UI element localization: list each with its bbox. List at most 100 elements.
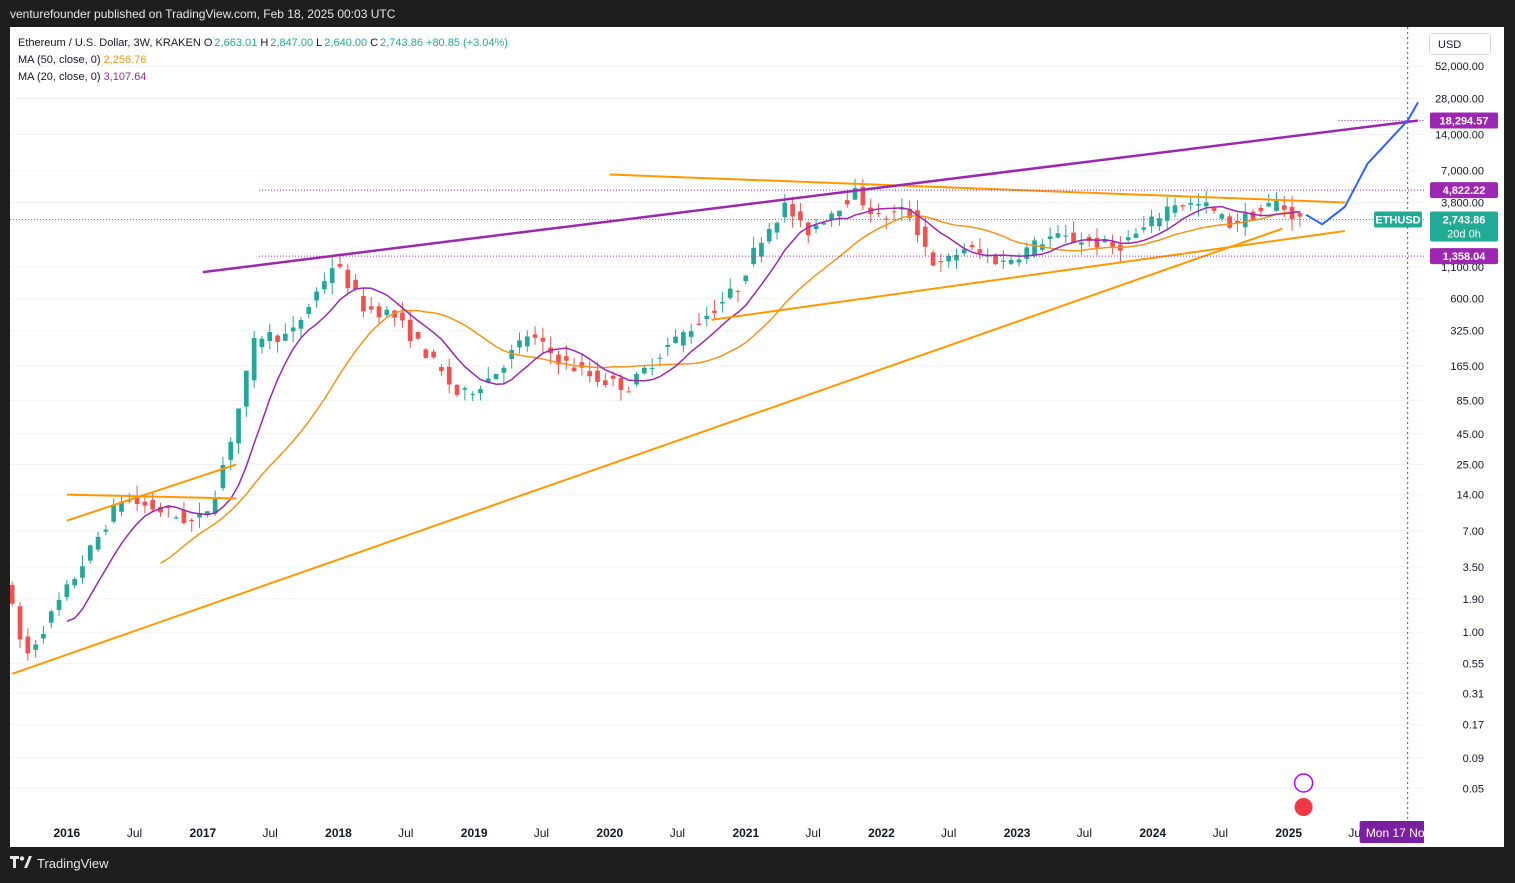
chart-legend: Ethereum / U.S. Dollar, 3W, KRAKEN O 2,66…: [18, 35, 508, 86]
candle-body: [251, 337, 257, 381]
candle-body: [1180, 205, 1186, 207]
close-value: 2,743.86: [380, 37, 423, 49]
symbol-tag-bg: [1374, 211, 1422, 228]
candle-body: [1274, 201, 1279, 211]
candle-body: [634, 374, 639, 385]
symbol-title[interactable]: Ethereum / U.S. Dollar, 3W, KRAKEN: [18, 37, 201, 49]
candle-body: [368, 306, 374, 310]
candle-body: [720, 301, 725, 304]
candle-body: [798, 211, 803, 221]
candle-body: [345, 269, 351, 289]
candle-body: [626, 391, 632, 393]
candle-body: [244, 370, 249, 407]
price-tick-label: 45.00: [1456, 429, 1484, 441]
candle-body: [602, 380, 608, 386]
candle-body: [423, 349, 429, 359]
candle-body: [735, 291, 741, 293]
time-axis[interactable]: 2016 Jul 2017 Jul 2018 Jul 2019 Jul 2020 Jul 2021 J…: [10, 819, 1424, 847]
candle-body: [665, 344, 671, 347]
time-tick-label: Jul: [805, 826, 820, 840]
candle-body: [782, 202, 788, 218]
time-tick-label: 2022: [868, 826, 895, 840]
candle-body: [852, 187, 858, 200]
candle-body: [1063, 235, 1069, 237]
candle-body: [1157, 218, 1162, 227]
candle-body: [540, 337, 546, 342]
time-tick-label: Jul: [670, 826, 685, 840]
candle-body: [314, 291, 319, 301]
candle-body: [1203, 202, 1209, 207]
candle-body: [1227, 216, 1232, 228]
candle-body: [267, 332, 273, 341]
candle-body: [1024, 247, 1030, 259]
candle-body: [1102, 239, 1108, 243]
price-tick-label: 7.00: [1463, 526, 1484, 538]
candle-body: [712, 310, 717, 313]
time-tick-label: 2016: [54, 826, 81, 840]
candle-body: [1079, 242, 1084, 245]
candle-body: [1000, 260, 1006, 262]
candle-body: [493, 373, 499, 380]
publisher-note: venturefounder published on TradingView.…: [10, 7, 396, 21]
candle-body: [1016, 259, 1022, 263]
candle-body: [25, 636, 31, 654]
event-lightning-icon: [1293, 773, 1314, 793]
candle-body: [298, 319, 304, 329]
candle-body: [524, 336, 530, 347]
ma20-row[interactable]: MA (20, close, 0) 3,107.64: [18, 69, 508, 86]
symbol-tag: ETHUSD: [1375, 214, 1420, 226]
price-chart[interactable]: ETHUSD: [10, 27, 1424, 819]
candle-body: [33, 644, 38, 650]
currency-button[interactable]: USD: [1429, 33, 1491, 55]
candle-body: [119, 501, 124, 512]
candle-body: [478, 389, 483, 394]
time-tick-label: Jul: [941, 826, 956, 840]
candle-body: [727, 288, 733, 298]
ma50-line: [160, 210, 1300, 564]
time-tick-label: 2018: [325, 826, 352, 840]
candle-body: [642, 367, 647, 374]
candle-body: [1235, 220, 1240, 224]
candle-body: [384, 309, 390, 316]
candle-body: [891, 211, 897, 213]
candle-body: [579, 362, 585, 368]
price-tick-label: 0.55: [1463, 658, 1484, 670]
price-axis[interactable]: 0.05 0.09 0.17 0.31 0.55 1.00 1.90 3.50 7.00 14.0…: [1426, 27, 1504, 819]
low-value: 2,640.00: [324, 37, 368, 49]
candle-body: [306, 306, 312, 314]
candle-body: [876, 213, 881, 215]
candle-body: [189, 519, 195, 522]
price-tick-label: 0.31: [1463, 688, 1484, 700]
candle-body: [1032, 240, 1037, 255]
candle-body: [470, 393, 476, 395]
last-price-value: 2,743.86: [1443, 214, 1486, 226]
tradingview-logo-icon: [10, 856, 32, 871]
candle-body: [587, 371, 593, 377]
ma50-row[interactable]: MA (50, close, 0) 2,256.76: [18, 52, 508, 69]
time-tick-label: Jul: [262, 826, 277, 840]
candle-body: [1149, 216, 1154, 227]
high-value: 2,847.00: [270, 37, 314, 49]
trend-line: [66, 493, 237, 500]
price-tick-label: 0.17: [1463, 720, 1484, 732]
candle-body: [220, 464, 226, 489]
footer: TradingView: [10, 856, 109, 871]
time-tick-label: 2021: [732, 826, 759, 840]
candle-body: [204, 511, 210, 515]
price-tick-label: 600.00: [1450, 294, 1484, 306]
price-tick-label: 85.00: [1456, 396, 1484, 408]
candle-body: [1047, 236, 1053, 240]
event-flag-icon: [1294, 798, 1313, 816]
high-label: H: [260, 37, 269, 49]
candle-body: [1094, 238, 1100, 248]
candle-body: [1133, 233, 1139, 238]
candle-body: [1071, 232, 1076, 243]
brand-name: TradingView: [37, 856, 109, 871]
candle-body: [790, 204, 795, 217]
crosshair-date-label: Mon 17 Nov '25: [1366, 826, 1424, 840]
candle-body: [322, 281, 327, 290]
candle-body: [704, 315, 710, 320]
ma20-value: 3,107.64: [103, 71, 147, 83]
price-tick-label: 1,100.00: [1441, 262, 1484, 274]
candle-body: [142, 501, 148, 506]
